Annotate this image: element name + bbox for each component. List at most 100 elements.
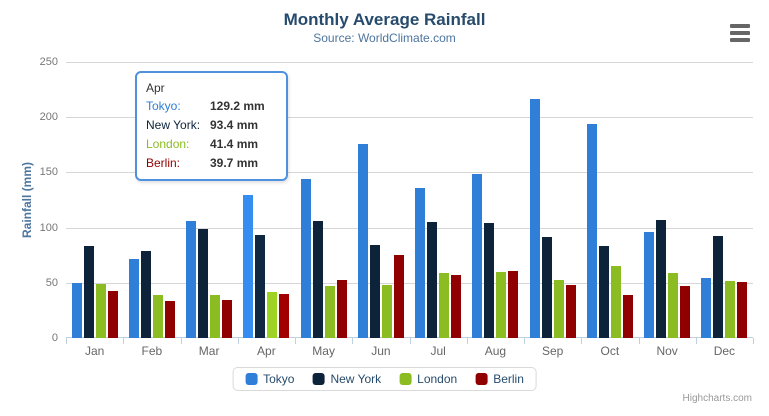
tooltip-row-new-york: New York: 93.4 mm (146, 116, 277, 135)
x-axis-tick (524, 338, 525, 344)
bar-new-york-apr[interactable] (255, 234, 266, 338)
bar-new-york-feb[interactable] (140, 251, 151, 338)
bar-tokyo-mar[interactable] (186, 220, 197, 338)
bar-tokyo-feb[interactable] (128, 259, 139, 338)
bar-new-york-aug[interactable] (484, 222, 495, 338)
hamburger-menu-icon[interactable] (730, 24, 750, 45)
bar-group-jan (66, 62, 123, 338)
bar-tokyo-jun[interactable] (357, 143, 368, 338)
x-axis: Jan Feb Mar Apr May Jun Jul Aug Sep Oct Nov Dec (66, 338, 754, 360)
legend-swatch-berlin (475, 373, 488, 385)
legend-item-label: Tokyo (263, 372, 295, 386)
x-axis-tick (180, 338, 182, 344)
bar-london-aug[interactable] (496, 272, 507, 338)
bar-berlin-nov[interactable] (680, 286, 691, 338)
bar-london-jul[interactable] (439, 272, 450, 338)
y-axis-labels: 250 200 150 100 50 0 (14, 56, 58, 344)
legend-item-tokyo[interactable]: Tokyo (245, 372, 294, 386)
bar-group-jul (410, 62, 467, 338)
legend-item-london[interactable]: London (399, 372, 457, 386)
legend-item-label: New York (330, 372, 382, 386)
bar-new-york-may[interactable] (312, 220, 323, 338)
bar-berlin-sep[interactable] (565, 285, 576, 338)
bar-group-apr (238, 62, 295, 338)
bar-london-nov[interactable] (668, 272, 679, 338)
bar-new-york-dec[interactable] (713, 236, 724, 338)
bar-london-mar[interactable] (210, 294, 221, 338)
bar-tokyo-dec[interactable] (701, 277, 712, 338)
x-axis-tick (466, 338, 468, 344)
legend-item-label: London (417, 372, 458, 386)
gridline (66, 282, 753, 284)
bar-berlin-jun[interactable] (393, 254, 404, 338)
tooltip-series-value: 41.4 mm (210, 137, 259, 151)
bar-london-apr[interactable] (267, 292, 278, 338)
bar-new-york-mar[interactable] (198, 229, 209, 338)
bar-berlin-apr[interactable] (279, 294, 290, 338)
y-axis-label: 150 (39, 166, 58, 179)
bar-berlin-oct[interactable] (622, 294, 633, 338)
x-axis-label-aug: Aug (484, 344, 507, 358)
bar-group-aug (467, 62, 524, 338)
bar-london-jan[interactable] (95, 284, 106, 338)
bar-new-york-jun[interactable] (369, 244, 380, 338)
tooltip-series-value: 93.4 mm (210, 118, 259, 132)
bar-new-york-oct[interactable] (598, 245, 609, 338)
x-axis-label-jun: Jun (371, 344, 391, 358)
tooltip-series-value: 39.7 mm (210, 156, 259, 170)
tooltip-row-london: London: 41.4 mm (146, 135, 277, 154)
bar-group-mar (181, 62, 238, 338)
bar-tokyo-may[interactable] (300, 179, 311, 338)
bar-new-york-nov[interactable] (656, 220, 667, 338)
tooltip-series-value: 129.2 mm (210, 99, 265, 113)
y-axis-label: 100 (39, 221, 58, 234)
bar-london-jun[interactable] (381, 284, 392, 338)
bar-berlin-jul[interactable] (451, 274, 462, 338)
legend-item-berlin[interactable]: Berlin (475, 372, 524, 386)
bar-new-york-sep[interactable] (541, 237, 552, 338)
bar-london-oct[interactable] (610, 266, 621, 338)
bar-london-dec[interactable] (725, 281, 736, 338)
x-axis-tick (237, 338, 239, 344)
bar-tokyo-jul[interactable] (415, 188, 426, 338)
x-axis-label-may: May (312, 344, 335, 358)
bar-tokyo-jan[interactable] (71, 282, 82, 338)
legend: Tokyo New York London Berlin (232, 367, 537, 391)
bar-group-oct (581, 62, 638, 338)
gridline (66, 117, 753, 119)
x-axis-label-nov: Nov (656, 344, 678, 358)
tooltip: Apr Tokyo: 129.2 mm New York: 93.4 mm London… (135, 71, 288, 181)
x-axis-label-sep: Sep (541, 344, 564, 358)
x-axis-tick (695, 338, 697, 344)
bar-berlin-dec[interactable] (737, 281, 748, 338)
bar-new-york-jan[interactable] (83, 245, 94, 338)
tooltip-row-tokyo: Tokyo: 129.2 mm (146, 97, 277, 116)
bar-london-may[interactable] (324, 286, 335, 338)
bar-tokyo-nov[interactable] (644, 232, 655, 338)
bar-london-feb[interactable] (152, 295, 163, 338)
x-axis-tick (123, 338, 125, 344)
tooltip-series-name: Berlin: (146, 156, 181, 170)
bar-berlin-mar[interactable] (222, 299, 233, 338)
bar-berlin-feb[interactable] (164, 301, 175, 338)
bar-berlin-may[interactable] (336, 279, 347, 338)
credits-link[interactable]: Highcharts.com (682, 393, 752, 404)
bar-berlin-jan[interactable] (107, 291, 118, 338)
bar-tokyo-oct[interactable] (586, 123, 597, 338)
tooltip-header: Apr (146, 81, 165, 95)
bar-tokyo-aug[interactable] (472, 174, 483, 338)
legend-item-new-york[interactable]: New York (312, 372, 381, 386)
bar-new-york-jul[interactable] (427, 222, 438, 338)
x-axis-tick (638, 338, 640, 344)
bar-berlin-aug[interactable] (508, 271, 519, 338)
tooltip-series-name: Tokyo: (146, 99, 181, 113)
bar-london-sep[interactable] (553, 280, 564, 338)
bar-tokyo-sep[interactable] (529, 99, 540, 338)
bar-tokyo-apr[interactable] (243, 195, 254, 338)
gridline (66, 62, 753, 63)
legend-swatch-tokyo (245, 373, 258, 385)
y-axis-label: 50 (45, 276, 58, 289)
bar-group-may (295, 62, 352, 338)
x-axis-label-feb: Feb (141, 344, 163, 358)
